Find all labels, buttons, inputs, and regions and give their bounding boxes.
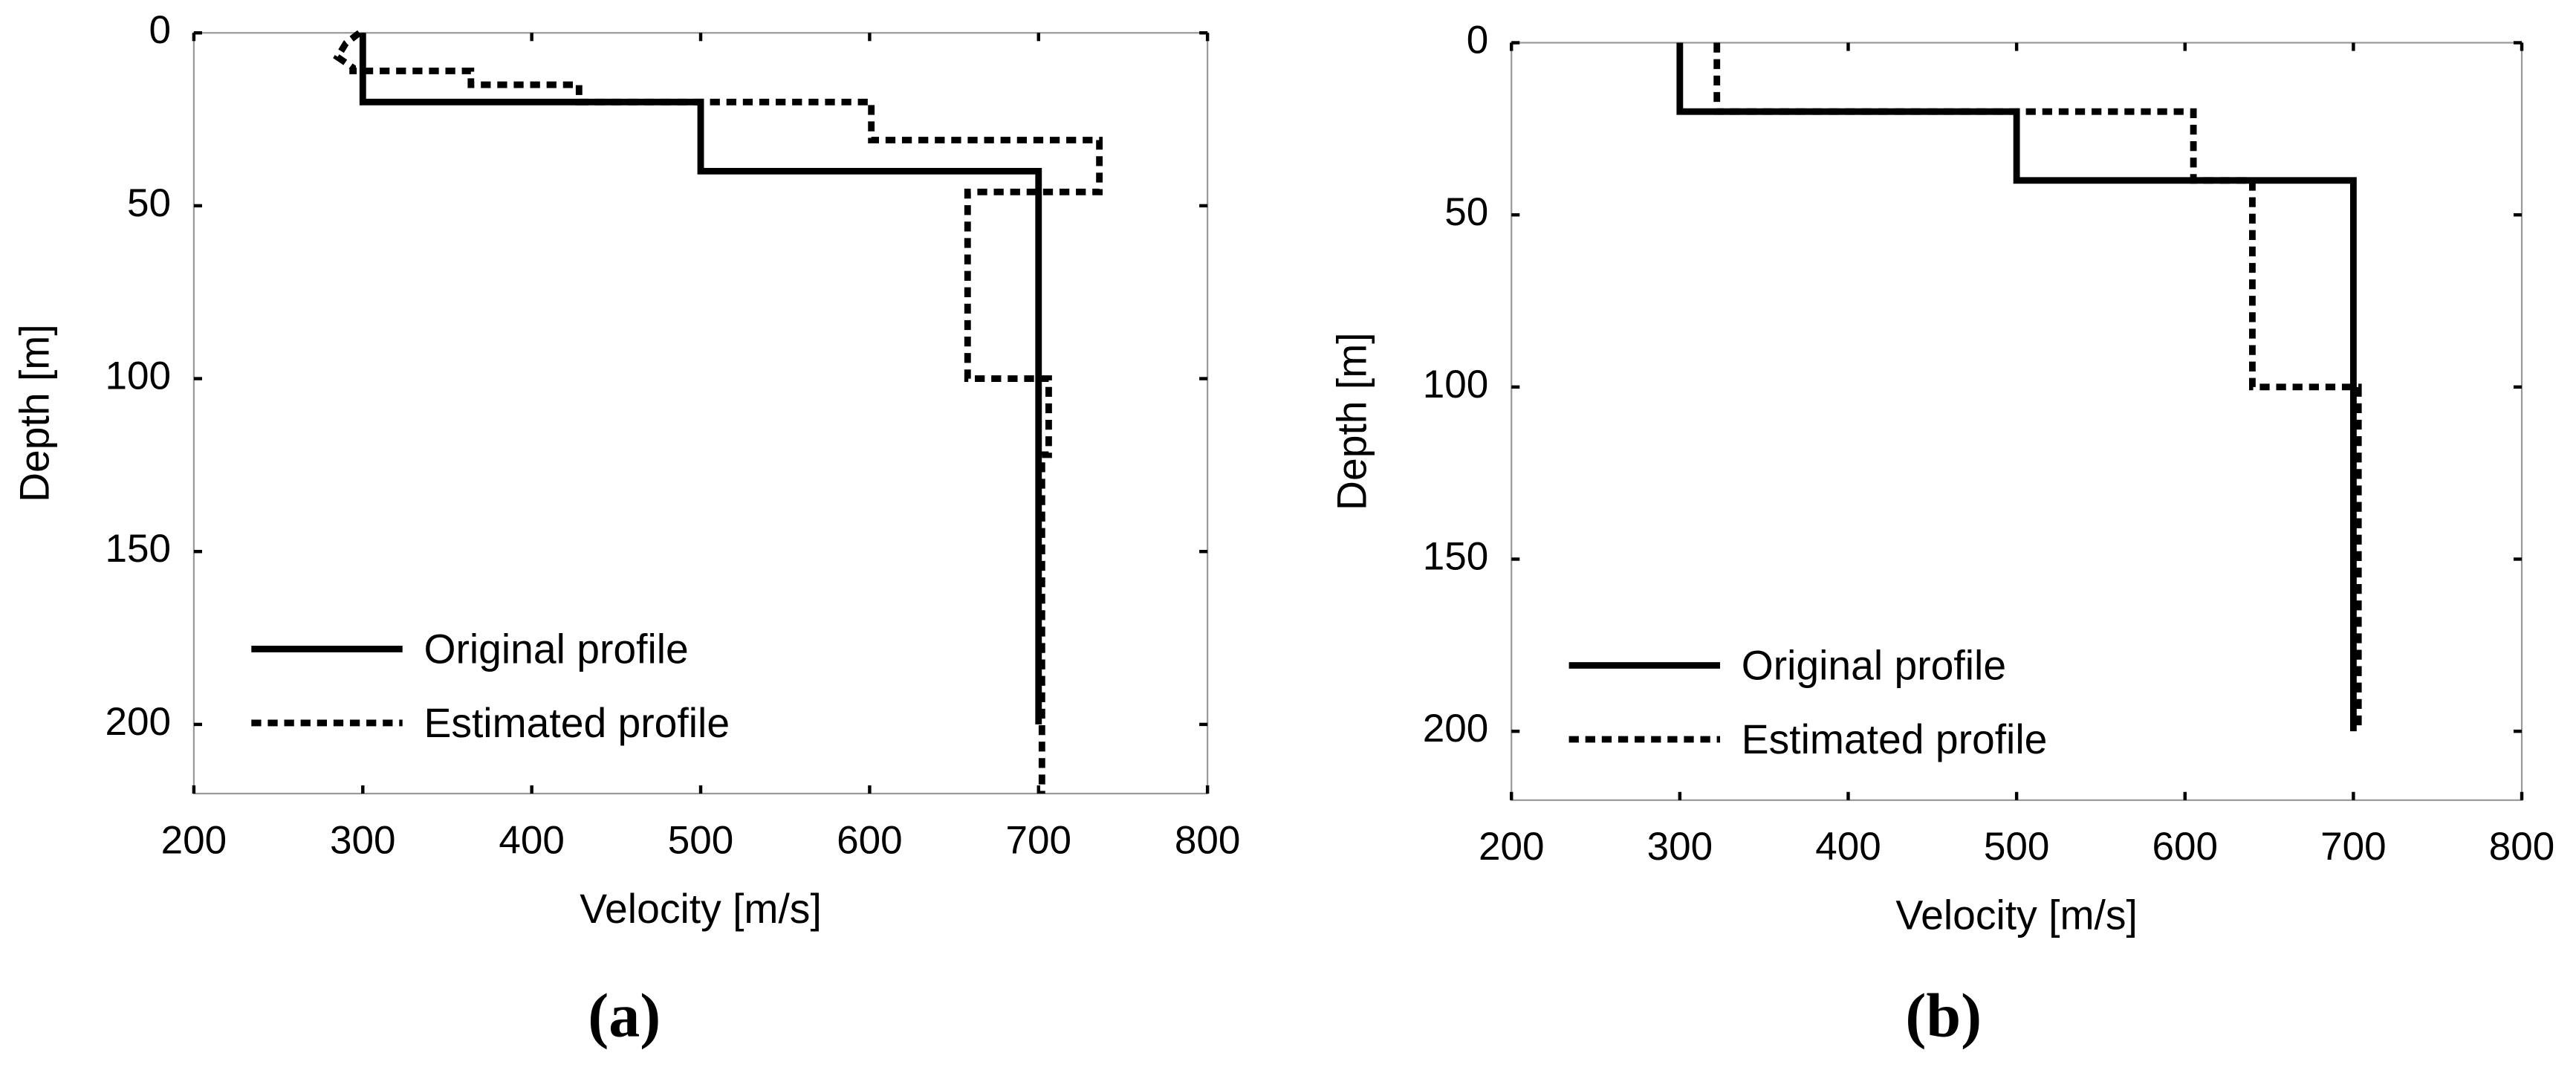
y-tick-label: 150: [105, 527, 171, 571]
x-tick-label: 700: [1006, 818, 1072, 862]
x-tick-label: 300: [1647, 825, 1713, 869]
x-tick-label: 700: [2320, 825, 2387, 869]
x-tick-label: 500: [1984, 825, 2050, 869]
x-tick-label: 300: [330, 818, 396, 862]
y-tick-label: 100: [105, 354, 171, 398]
panel-label: (b): [1905, 982, 1982, 1051]
chart-panel: 200 300 400 500 600 700 800 0 50 100 150 200 Velocit…: [1329, 19, 2555, 1051]
profile-line: [1676, 42, 2357, 732]
profile-line: [333, 30, 1103, 794]
legend-label: Estimated profile: [1742, 716, 2048, 762]
y-tick-label: 0: [149, 8, 171, 52]
x-tick-label: 600: [837, 818, 903, 862]
y-tick-label: 150: [1423, 535, 1489, 579]
x-axis-label: Velocity [m/s]: [1895, 892, 2138, 938]
y-tick-label: 0: [1467, 19, 1489, 62]
y-tick-label: 50: [1444, 190, 1488, 234]
legend-label: Original profile: [1742, 643, 2006, 689]
y-axis-label: Depth [m]: [1329, 332, 1375, 510]
profile-line: [359, 33, 1042, 724]
x-tick-label: 200: [161, 818, 227, 862]
legend-label: Estimated profile: [424, 700, 730, 746]
y-tick-label: 200: [1423, 707, 1489, 750]
panel-label: (a): [588, 982, 661, 1051]
x-axis-label: Velocity [m/s]: [580, 886, 822, 932]
x-tick-label: 800: [2489, 825, 2555, 869]
profile-line: [1713, 42, 2362, 732]
y-axis-label: Depth [m]: [11, 324, 57, 502]
y-tick-label: 100: [1423, 363, 1489, 406]
x-tick-label: 400: [499, 818, 565, 862]
y-tick-label: 200: [105, 700, 171, 744]
x-tick-label: 200: [1479, 825, 1545, 869]
legend-label: Original profile: [424, 626, 688, 672]
x-tick-label: 400: [1815, 825, 1881, 869]
x-tick-label: 500: [668, 818, 734, 862]
chart-panel: 200 300 400 500 600 700 800 0 50 100 150 200 Velocit…: [11, 8, 1240, 1050]
y-tick-label: 50: [127, 181, 171, 225]
x-tick-label: 800: [1175, 818, 1241, 862]
x-tick-label: 600: [2152, 825, 2219, 869]
